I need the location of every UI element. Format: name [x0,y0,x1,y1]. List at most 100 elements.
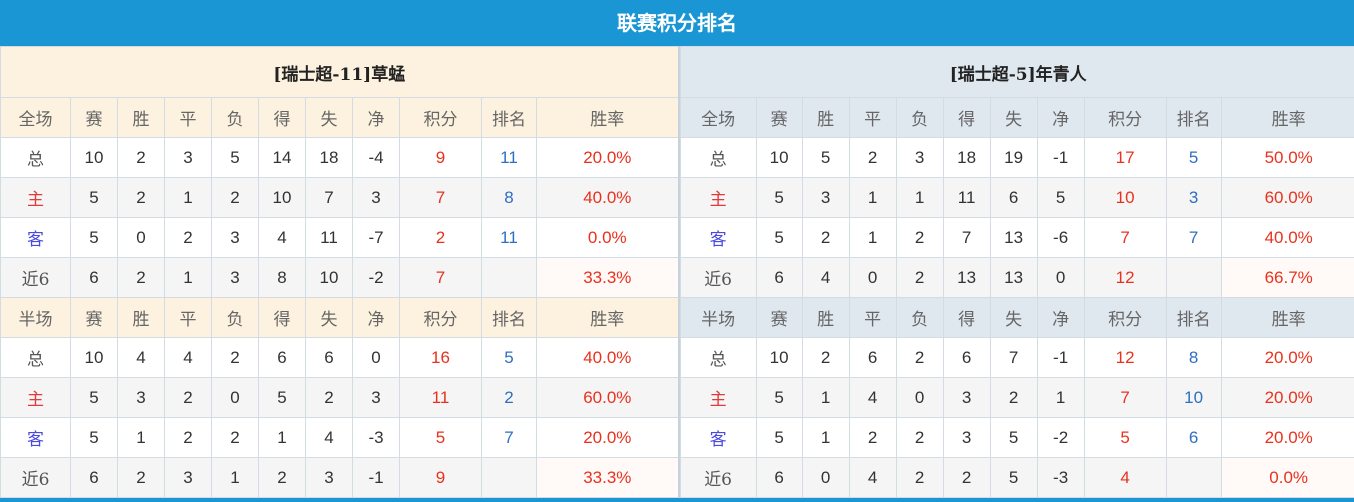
column-header: 负 [895,97,944,138]
cell-points: 4 [1083,457,1167,498]
cell-played: 10 [755,137,803,178]
cell-points: 17 [1083,137,1167,178]
cell-points: 2 [399,217,482,258]
column-header: 净 [1036,97,1085,138]
cell-draw: 2 [848,137,897,178]
column-header: 全场 [0,97,71,138]
column-header: 净 [352,297,400,338]
column-header: 积分 [399,97,482,138]
cell-goals-against: 18 [305,137,353,178]
column-header: 胜 [801,297,850,338]
cell-draw: 1 [848,217,897,258]
cell-win: 2 [117,137,165,178]
cell-win: 3 [801,177,850,218]
cell-goals-against: 4 [305,417,353,458]
cell-win-rate: 0.0% [535,217,680,258]
cell-loss: 1 [895,177,944,218]
cell-played: 6 [755,457,803,498]
cell-points: 12 [1083,257,1167,298]
column-header: 积分 [1083,297,1167,338]
cell-goals-for: 6 [942,337,991,378]
cell-draw: 0 [848,257,897,298]
header-row: 全场赛胜平负得失净积分 排名 胜率 [0,97,680,138]
cell-win: 2 [801,217,850,258]
cell-goals-for: 2 [942,457,991,498]
cell-played: 6 [755,257,803,298]
column-header: 净 [1036,297,1085,338]
cell-goals-for: 6 [258,337,306,378]
cell-win-rate: 20.0% [535,137,680,178]
column-header: 胜率 [1220,297,1354,338]
cell-played: 5 [755,177,803,218]
table-row: 主 5 3 2 0 5 2 3 11 2 60.0% [0,377,680,418]
column-header: 赛 [70,97,118,138]
cell-points: 5 [399,417,482,458]
table-row: 总 10 5 2 3 18 19 -1 17 5 50.0% [679,137,1354,178]
cell-goal-diff: -3 [1036,457,1085,498]
column-header: 得 [258,297,306,338]
cell-loss: 3 [895,137,944,178]
column-header: 得 [942,297,991,338]
cell-win: 2 [117,457,165,498]
cell-win-rate: 60.0% [1220,177,1354,218]
column-header: 平 [164,97,212,138]
cell-draw: 3 [164,457,212,498]
cell-loss: 2 [895,217,944,258]
cell-win-rate: 20.0% [1220,337,1354,378]
cell-goals-for: 8 [258,257,306,298]
cell-win: 0 [801,457,850,498]
column-header: 失 [989,297,1038,338]
column-header: 积分 [1083,97,1167,138]
cell-loss: 0 [895,377,944,418]
column-header: 平 [164,297,212,338]
cell-loss: 2 [895,257,944,298]
cell-goals-for: 1 [258,417,306,458]
cell-goals-against: 2 [305,377,353,418]
cell-loss: 3 [211,217,259,258]
cell-win: 3 [117,377,165,418]
cell-win-rate: 0.0% [1220,457,1354,498]
cell-goal-diff: -1 [352,457,400,498]
cell-played: 5 [70,217,118,258]
cell-loss: 2 [211,417,259,458]
cell-loss: 1 [211,457,259,498]
standings-container: [瑞士超-11]草蜢 全场赛胜平负得失净积分 排名 胜率总 10 2 3 5 14 18 -4 9 11… [0,46,1354,502]
cell-label: 总 [0,337,71,378]
cell-played: 6 [70,257,118,298]
cell-rank: 11 [481,137,537,178]
cell-rank [481,457,537,498]
column-header: 平 [848,97,897,138]
cell-goals-against: 6 [989,177,1038,218]
cell-goals-against: 5 [989,457,1038,498]
cell-points: 10 [1083,177,1167,218]
team-table-away: [瑞士超-5]年青人 全场赛胜平负得失净积分 排名 胜率总 10 5 2 3 18 19 -1 17 5… [679,46,1354,498]
column-header: 赛 [70,297,118,338]
cell-win-rate: 40.0% [535,177,680,218]
cell-points: 7 [399,177,482,218]
cell-goals-for: 2 [258,457,306,498]
cell-win-rate: 66.7% [1220,257,1354,298]
table-row: 客 5 1 2 2 3 5 -2 5 6 20.0% [679,417,1354,458]
cell-win-rate: 33.3% [535,457,680,498]
cell-points: 12 [1083,337,1167,378]
cell-label: 主 [679,177,757,218]
header-row: 半场赛胜平负得失净积分 排名 胜率 [679,297,1354,338]
header-row: 全场赛胜平负得失净积分 排名 胜率 [679,97,1354,138]
cell-goals-for: 7 [942,217,991,258]
cell-label: 客 [679,417,757,458]
cell-points: 9 [399,457,482,498]
cell-win: 1 [117,417,165,458]
cell-rank: 7 [481,417,537,458]
cell-played: 6 [70,457,118,498]
table-row: 客 5 2 1 2 7 13 -6 7 7 40.0% [679,217,1354,258]
cell-played: 5 [70,417,118,458]
cell-goal-diff: 0 [352,337,400,378]
column-header: 负 [211,97,259,138]
cell-goals-against: 3 [305,457,353,498]
column-header: 赛 [755,97,803,138]
team-name: [瑞士超-11]草蜢 [0,46,680,98]
cell-goals-for: 14 [258,137,306,178]
cell-goal-diff: -2 [1036,417,1085,458]
team-name: [瑞士超-5]年青人 [679,46,1354,98]
cell-win-rate: 33.3% [535,257,680,298]
